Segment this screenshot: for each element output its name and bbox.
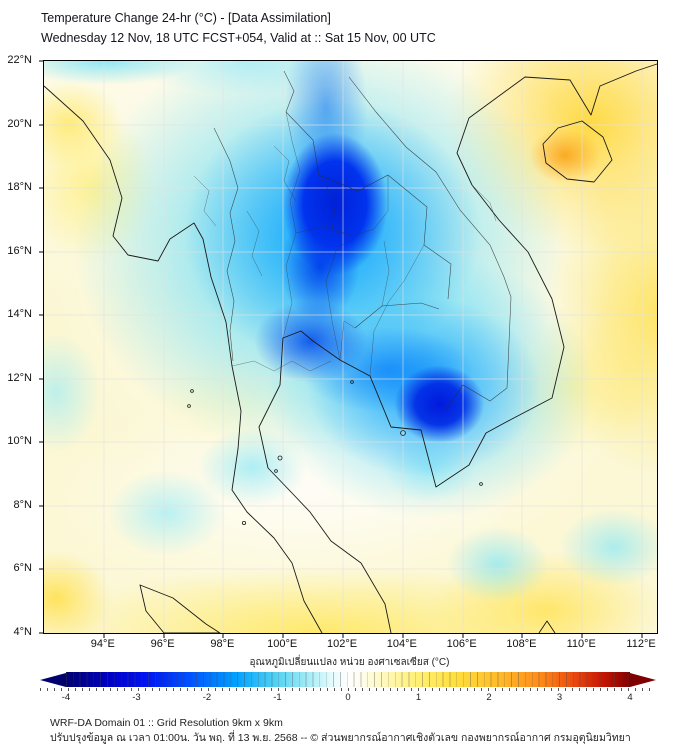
x-axis-tick-label: 110°E [566, 638, 596, 650]
x-axis-tick-label: 108°E [506, 638, 537, 650]
colorbar-tick-label: 0 [345, 692, 351, 703]
colorbar-minor-ticks [40, 688, 656, 691]
colorbar-tick-labels: -4 -3 -2 -1 0 1 2 3 4 [62, 692, 633, 704]
colorbar-gradient [66, 672, 630, 687]
x-axis-tick-label: 100°E [267, 638, 298, 650]
colorbar-left-arrow [40, 672, 66, 687]
map-plot [39, 60, 658, 638]
x-axis-labels: 94°E 96°E 98°E 100°E 102°E 104°E 106°E 1… [43, 638, 656, 652]
y-axis-tick-label: 8°N [13, 498, 32, 511]
y-axis-tick-label: 4°N [13, 626, 32, 638]
island-marks [187, 380, 483, 525]
temperature-anomaly-field [44, 61, 657, 633]
national-border-paths [213, 70, 512, 412]
colorbar-label: อุณหภูมิเปลี่ยนแปลง หน่วย องศาเซลเซียส (… [249, 657, 450, 668]
colorbar-tick-label: 3 [556, 692, 563, 703]
x-axis-tick-label: 94°E [90, 638, 115, 650]
colorbar-right-arrow [630, 672, 656, 687]
colorbar-tick-label: -1 [273, 692, 282, 703]
map-overlay-gridlines-coastlines [39, 60, 658, 638]
footer-block: WRF-DA Domain 01 :: Grid Resolution 9km … [50, 716, 631, 746]
coastline-paths [43, 63, 658, 634]
y-axis-tick-label: 14°N [7, 308, 32, 321]
page-title: Temperature Change 24-hr (°C) - [Data As… [41, 11, 331, 25]
colorbar-tick-label: 4 [627, 692, 633, 703]
axis-ticks [39, 60, 643, 638]
x-axis-tick-label: 98°E [210, 638, 235, 650]
y-axis-tick-label: 22°N [7, 54, 32, 66]
y-axis-tick-label: 12°N [7, 371, 32, 384]
y-axis-labels: 22°N 20°N 18°N 16°N 14°N 12°N 10°N 8°N 6… [0, 54, 38, 638]
y-axis-tick-label: 18°N [7, 181, 32, 194]
province-border-paths [193, 111, 497, 377]
y-axis-tick-label: 10°N [7, 435, 32, 448]
footer-domain-info: WRF-DA Domain 01 :: Grid Resolution 9km … [50, 717, 283, 729]
title-block: Temperature Change 24-hr (°C) - [Data As… [41, 8, 436, 48]
colorbar-tick-label: -4 [61, 692, 71, 703]
x-axis-tick-label: 104°E [386, 638, 417, 650]
x-axis-tick-label: 112°E [626, 638, 656, 650]
colorbar [40, 672, 656, 687]
colorbar-tick-label: 2 [486, 692, 492, 703]
x-axis-tick-label: 106°E [446, 638, 477, 650]
y-axis-tick-label: 20°N [7, 117, 32, 130]
x-axis-tick-label: 96°E [150, 638, 175, 650]
x-axis-tick-label: 102°E [326, 638, 358, 650]
page-subtitle: Wednesday 12 Nov, 18 UTC FCST+054, Valid… [41, 31, 436, 45]
y-axis-tick-label: 6°N [13, 562, 32, 575]
colorbar-tick-label: -3 [132, 692, 141, 703]
footer-update-credit: ปรับปรุงข้อมูล ณ เวลา 01:00น. วัน พฤ. ที… [50, 732, 631, 744]
y-axis-tick-label: 16°N [7, 244, 32, 257]
colorbar-tick-label: -2 [202, 692, 212, 703]
colorbar-tick-label: 1 [415, 692, 422, 703]
